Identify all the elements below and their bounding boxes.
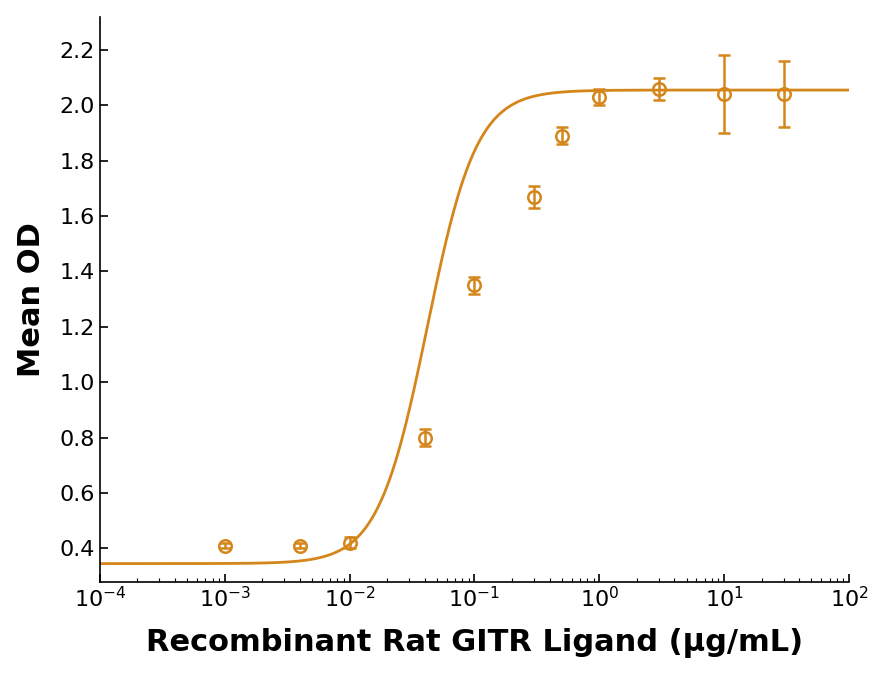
Y-axis label: Mean OD: Mean OD bbox=[17, 221, 46, 377]
X-axis label: Recombinant Rat GITR Ligand (μg/mL): Recombinant Rat GITR Ligand (μg/mL) bbox=[146, 628, 803, 658]
